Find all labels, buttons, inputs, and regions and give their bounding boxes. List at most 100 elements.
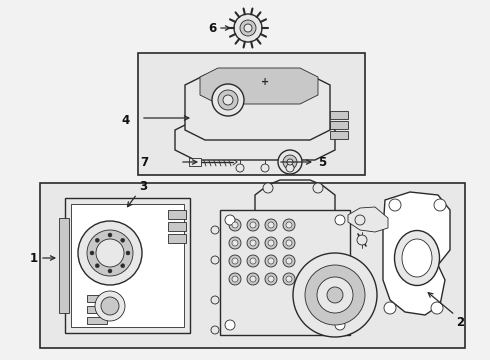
Text: 5: 5 (318, 156, 326, 168)
Circle shape (232, 258, 238, 264)
Circle shape (229, 219, 241, 231)
Circle shape (268, 240, 274, 246)
Circle shape (247, 255, 259, 267)
Circle shape (247, 219, 259, 231)
Circle shape (283, 237, 295, 249)
Text: 1: 1 (30, 252, 38, 265)
Circle shape (95, 238, 99, 242)
Circle shape (218, 90, 238, 110)
Circle shape (250, 258, 256, 264)
Bar (330, 121, 348, 129)
Polygon shape (185, 75, 330, 140)
Bar (168, 222, 186, 231)
Circle shape (286, 240, 292, 246)
Bar (40, 183, 465, 348)
Circle shape (95, 264, 99, 268)
Circle shape (101, 297, 119, 315)
Circle shape (263, 183, 273, 193)
Circle shape (268, 222, 274, 228)
Bar (87, 306, 107, 313)
Circle shape (268, 258, 274, 264)
Circle shape (90, 251, 94, 255)
Circle shape (261, 164, 269, 172)
Circle shape (286, 222, 292, 228)
Text: 4: 4 (122, 113, 130, 126)
Circle shape (327, 287, 343, 303)
Circle shape (232, 276, 238, 282)
Circle shape (335, 320, 345, 330)
Circle shape (232, 222, 238, 228)
Circle shape (96, 239, 124, 267)
Circle shape (293, 253, 377, 337)
Circle shape (121, 264, 125, 268)
Circle shape (335, 215, 345, 225)
Circle shape (247, 273, 259, 285)
Bar (71, 204, 184, 327)
Bar (65, 198, 190, 333)
Circle shape (240, 20, 256, 36)
Circle shape (287, 159, 293, 165)
Circle shape (384, 302, 396, 314)
Circle shape (229, 237, 241, 249)
Bar (168, 210, 186, 219)
Circle shape (286, 258, 292, 264)
Circle shape (236, 164, 244, 172)
Text: 6: 6 (208, 22, 216, 35)
Circle shape (283, 273, 295, 285)
Polygon shape (383, 192, 450, 315)
Circle shape (232, 240, 238, 246)
Circle shape (286, 164, 294, 172)
Circle shape (265, 219, 277, 231)
Circle shape (95, 291, 125, 321)
Circle shape (355, 215, 365, 225)
Bar (330, 131, 348, 139)
Circle shape (211, 226, 219, 234)
Bar (330, 111, 348, 119)
Circle shape (431, 302, 443, 314)
Circle shape (211, 326, 219, 334)
Bar (220, 210, 350, 335)
Text: 7: 7 (140, 156, 148, 168)
Circle shape (283, 155, 297, 169)
Circle shape (223, 95, 233, 105)
Circle shape (250, 222, 256, 228)
Circle shape (225, 320, 235, 330)
Bar (168, 234, 186, 243)
Circle shape (225, 215, 235, 225)
Circle shape (283, 255, 295, 267)
Bar (87, 295, 107, 302)
Circle shape (211, 256, 219, 264)
Circle shape (211, 296, 219, 304)
Circle shape (247, 237, 259, 249)
Circle shape (108, 269, 112, 273)
Circle shape (268, 276, 274, 282)
Circle shape (108, 233, 112, 237)
Ellipse shape (394, 230, 440, 285)
Circle shape (305, 265, 365, 325)
Bar (87, 317, 107, 324)
Circle shape (212, 84, 244, 116)
Ellipse shape (402, 239, 432, 277)
Text: +: + (261, 77, 269, 87)
Circle shape (265, 237, 277, 249)
Polygon shape (348, 207, 388, 232)
Polygon shape (200, 68, 318, 104)
Text: 2: 2 (456, 316, 464, 329)
Circle shape (389, 199, 401, 211)
Circle shape (283, 219, 295, 231)
Circle shape (250, 276, 256, 282)
Circle shape (317, 277, 353, 313)
Circle shape (121, 238, 125, 242)
Circle shape (126, 251, 130, 255)
Circle shape (286, 276, 292, 282)
Circle shape (265, 273, 277, 285)
Text: 3: 3 (139, 180, 147, 193)
Polygon shape (175, 120, 335, 160)
Circle shape (244, 24, 252, 32)
Circle shape (250, 240, 256, 246)
Circle shape (278, 150, 302, 174)
Circle shape (357, 235, 367, 245)
Circle shape (313, 183, 323, 193)
Bar (189, 158, 201, 166)
Bar (59, 218, 69, 313)
